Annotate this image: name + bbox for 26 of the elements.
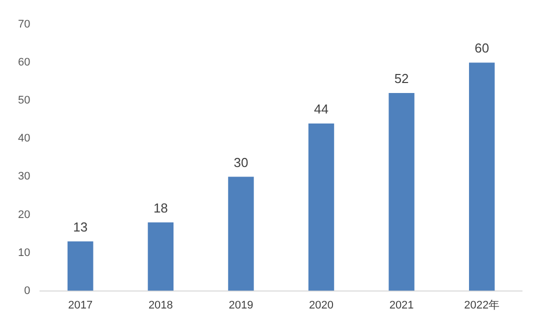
- data-label: 44: [314, 102, 328, 117]
- x-tick-label: 2018: [148, 299, 173, 312]
- bar: [228, 176, 254, 291]
- x-tick-label: 2021: [389, 299, 414, 312]
- y-tick-label: 0: [24, 284, 30, 297]
- bar: [388, 93, 414, 291]
- bar: [68, 241, 94, 291]
- y-tick-label: 60: [18, 56, 30, 69]
- bar: [308, 123, 334, 291]
- y-tick-label: 70: [18, 18, 30, 31]
- data-label: 60: [474, 40, 490, 56]
- bar: [148, 222, 174, 291]
- y-tick-label: 20: [18, 208, 30, 221]
- data-label: 30: [234, 154, 248, 170]
- x-tick-label: 2020: [309, 299, 334, 312]
- y-tick-label: 40: [18, 132, 30, 145]
- x-tick-label: 2017: [68, 299, 93, 312]
- data-label: 13: [73, 219, 88, 234]
- bar: [469, 62, 495, 291]
- x-tick-label: 2022年: [464, 299, 500, 312]
- y-tick-label: 50: [18, 94, 30, 107]
- y-tick-label: 30: [18, 170, 30, 183]
- data-label: 52: [394, 71, 409, 86]
- y-tick-label: 10: [18, 246, 30, 259]
- data-label: 18: [153, 200, 168, 216]
- x-tick-label: 2019: [228, 299, 254, 312]
